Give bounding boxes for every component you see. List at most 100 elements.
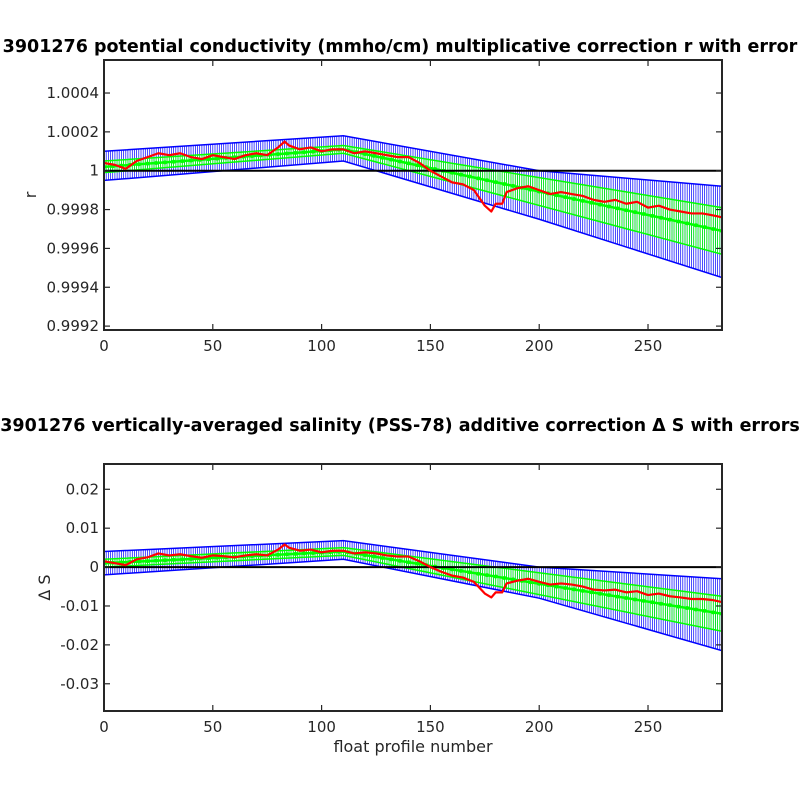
- fit-marker: [484, 573, 489, 578]
- fit-marker: [467, 570, 472, 575]
- fit-marker: [371, 554, 376, 559]
- fit-marker: [458, 568, 463, 573]
- fit-marker: [615, 594, 620, 599]
- plot-area: 0 50 100 150 200 250 0.9992 0.9994 0.9996 0.9998 1…: [47, 59, 723, 355]
- x-tick-label: 250: [634, 337, 663, 355]
- x-tick-label: 50: [203, 337, 222, 355]
- error-envelope-upper: [104, 135, 722, 188]
- fit-error-bars: [104, 547, 722, 632]
- fit-marker: [406, 560, 411, 565]
- y-tick-label: 0: [89, 558, 99, 576]
- fit-marker: [302, 150, 307, 155]
- x-tick-label: 50: [203, 718, 222, 736]
- fit-marker: [711, 610, 716, 615]
- fit-marker: [606, 593, 611, 598]
- fit-marker: [572, 587, 577, 592]
- correction-line: [104, 140, 722, 219]
- fit-marker: [563, 195, 568, 200]
- fit-marker: [397, 159, 402, 164]
- fit-marker: [389, 157, 394, 162]
- y-tick-label: 0.9998: [47, 201, 100, 219]
- fit-marker: [606, 204, 611, 209]
- fit-marker: [685, 606, 690, 611]
- fit-marker: [415, 561, 420, 566]
- fit-marker: [572, 197, 577, 202]
- fit-marker: [484, 178, 489, 183]
- y-tick-label: 1.0004: [47, 84, 100, 102]
- fit-line-fit-upper: [104, 144, 722, 209]
- y-tick-label: 0.9996: [47, 239, 100, 257]
- fit-marker: [162, 160, 167, 165]
- chart-title: 3901276 potential conductivity (mmho/cm)…: [3, 37, 798, 57]
- fit-marker: [136, 162, 141, 167]
- axes-box: [103, 59, 723, 331]
- fit-marker: [363, 152, 368, 157]
- fit-marker: [145, 161, 150, 166]
- fit-marker: [389, 557, 394, 562]
- fit-marker: [676, 219, 681, 224]
- fit-marker: [171, 557, 176, 562]
- fit-line-fit-lower: [104, 152, 722, 255]
- chart-title: 3901276 vertically-averaged salinity (PS…: [0, 416, 800, 436]
- fit-marker: [363, 553, 368, 558]
- axes-box: [103, 463, 723, 712]
- panel-salinity-correction: 3901276 vertically-averaged salinity (PS…: [0, 416, 800, 756]
- x-axis-label: float profile number: [333, 737, 493, 756]
- fit-marker: [154, 558, 159, 563]
- y-tick-label: 1: [89, 162, 99, 180]
- correction-line: [104, 543, 722, 604]
- fit-marker: [467, 174, 472, 179]
- plot-contents: [104, 539, 722, 652]
- fit-marker: [476, 176, 481, 181]
- y-tick-label: -0.01: [60, 597, 99, 615]
- fit-marker: [154, 161, 159, 166]
- fit-marker: [502, 182, 507, 187]
- y-tick-label: 0.9992: [47, 317, 100, 335]
- y-tick-label: 1.0002: [47, 123, 100, 141]
- fit-marker: [650, 213, 655, 218]
- x-tick-label: 200: [525, 718, 554, 736]
- fit-marker: [720, 611, 722, 616]
- fit-marker: [702, 225, 707, 230]
- y-axis-label: Δ S: [35, 574, 54, 600]
- fit-marker: [615, 206, 620, 211]
- x-tick-label: 150: [416, 718, 445, 736]
- y-tick-label: 0.01: [66, 519, 99, 537]
- fit-marker: [293, 551, 298, 556]
- fit-marker: [310, 551, 315, 556]
- y-tick-label: -0.03: [60, 675, 99, 693]
- fit-marker: [676, 604, 681, 609]
- fit-marker: [580, 588, 585, 593]
- fit-marker: [380, 155, 385, 160]
- fit-marker: [284, 552, 289, 557]
- fit-marker: [711, 227, 716, 232]
- fit-marker: [511, 183, 516, 188]
- y-tick-label: 0.02: [66, 480, 99, 498]
- plot-contents: [104, 135, 722, 279]
- x-tick-label: 250: [634, 718, 663, 736]
- fit-marker: [720, 228, 722, 233]
- fit-marker: [406, 161, 411, 166]
- panel-conductivity-correction: 3901276 potential conductivity (mmho/cm)…: [3, 37, 798, 355]
- fit-marker: [693, 223, 698, 228]
- fit-marker: [276, 552, 281, 557]
- x-tick-label: 0: [99, 718, 109, 736]
- fit-marker: [641, 212, 646, 217]
- fit-marker: [380, 555, 385, 560]
- fit-marker: [458, 172, 463, 177]
- fit-marker: [189, 158, 194, 163]
- plot-area: 0 50 100 150 200 250 -0.03 -0.02 -0.01 0 0.01 0.02: [60, 463, 723, 736]
- error-envelope-upper: [104, 539, 722, 580]
- x-tick-label: 200: [525, 337, 554, 355]
- fit-marker: [180, 557, 185, 562]
- fit-marker: [476, 571, 481, 576]
- fit-marker: [397, 558, 402, 563]
- fit-marker: [276, 152, 281, 157]
- fit-marker: [180, 159, 185, 164]
- fit-marker: [502, 575, 507, 580]
- x-tick-label: 150: [416, 337, 445, 355]
- fit-marker: [371, 153, 376, 158]
- fit-marker: [598, 202, 603, 207]
- fit-marker: [493, 574, 498, 579]
